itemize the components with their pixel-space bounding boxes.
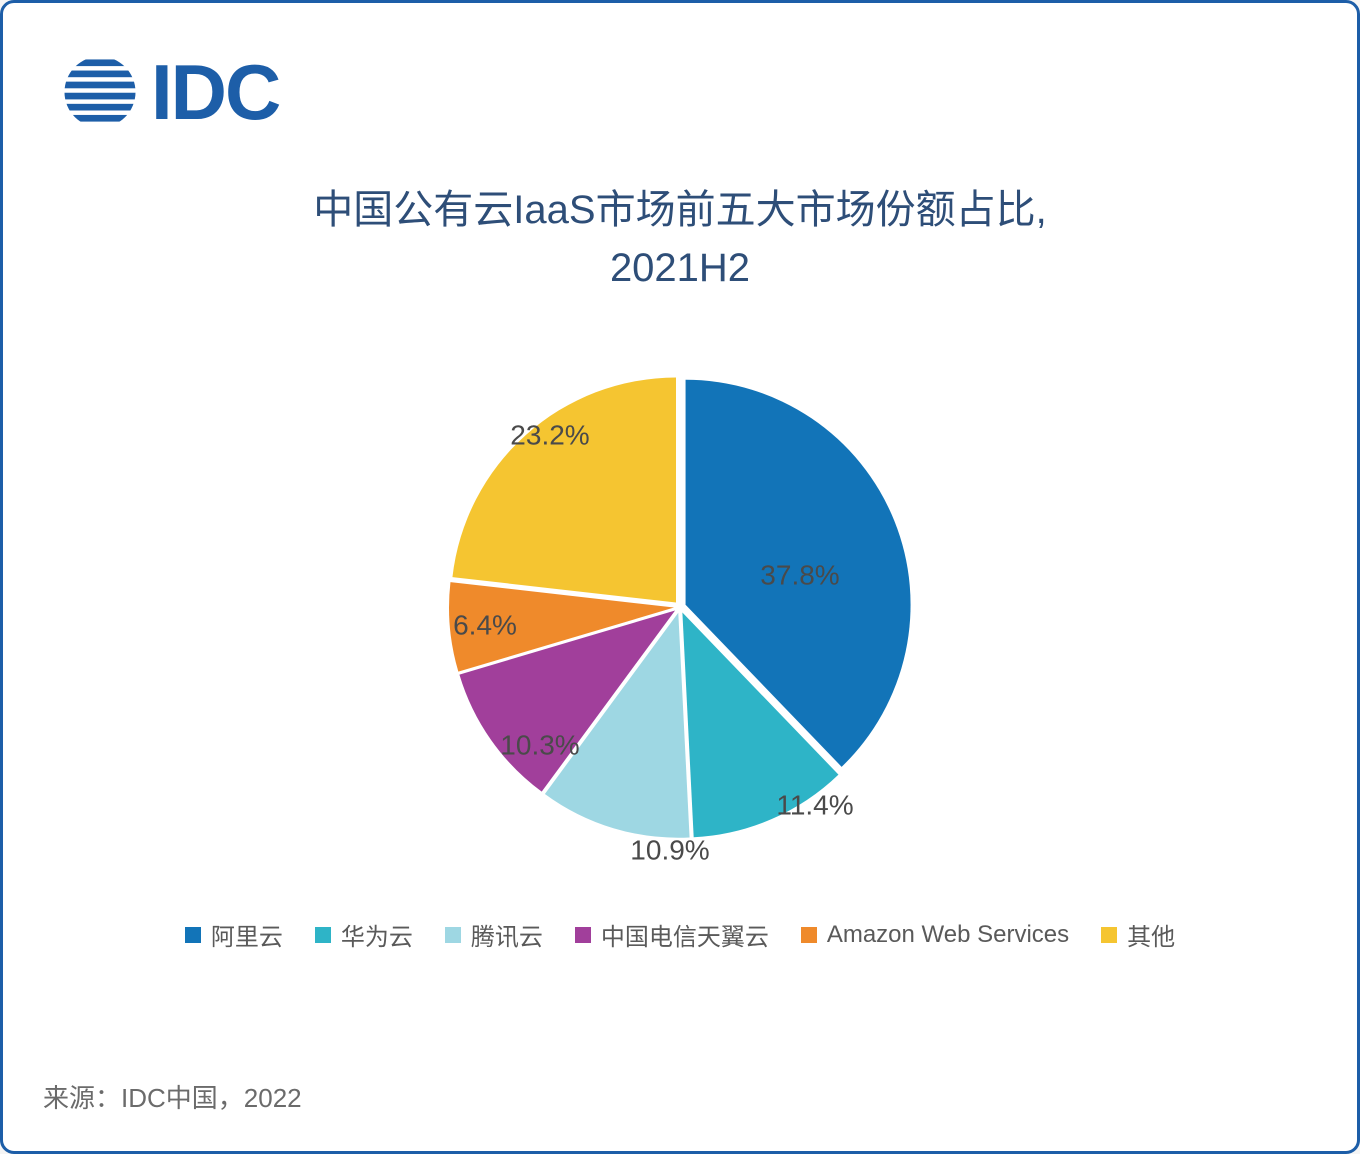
chart-title: 中国公有云IaaS市场前五大市场份额占比, 2021H2 [53, 181, 1307, 297]
legend-label: 中国电信天翼云 [601, 917, 769, 952]
pie-slice [452, 378, 676, 603]
legend-label: 华为云 [341, 917, 413, 952]
legend-label: 腾讯云 [471, 917, 543, 952]
legend-item: 中国电信天翼云 [575, 917, 769, 952]
pie-slice-label: 37.8% [760, 559, 839, 590]
legend-item: Amazon Web Services [801, 917, 1069, 952]
pie-slice-label: 10.3% [500, 729, 579, 760]
legend-item: 阿里云 [185, 917, 283, 952]
pie-slice-label: 10.9% [630, 834, 709, 865]
legend-label: Amazon Web Services [827, 921, 1069, 949]
chart-title-line1: 中国公有云IaaS市场前五大市场份额占比, [53, 181, 1307, 239]
legend-item: 华为云 [315, 917, 413, 952]
brand-text: IDC [151, 53, 279, 131]
legend-swatch [315, 927, 331, 943]
legend-label: 其他 [1127, 917, 1175, 952]
legend-label: 阿里云 [211, 917, 283, 952]
legend-item: 其他 [1101, 917, 1175, 952]
chart-title-line2: 2021H2 [53, 239, 1307, 297]
pie-slice-label: 23.2% [510, 419, 589, 450]
pie-slice-label: 11.4% [776, 789, 853, 820]
chart-card: IDC 中国公有云IaaS市场前五大市场份额占比, 2021H2 37.8% 11… [0, 0, 1360, 1154]
legend-item: 腾讯云 [445, 917, 543, 952]
legend-swatch [185, 927, 201, 943]
idc-icon [63, 55, 137, 129]
source-text: 来源：IDC中国，2022 [43, 1078, 302, 1115]
brand-logo: IDC [63, 53, 1307, 131]
legend-swatch [575, 927, 591, 943]
legend-swatch [1101, 927, 1117, 943]
legend-swatch [445, 927, 461, 943]
legend-swatch [801, 927, 817, 943]
pie-chart: 37.8% 11.4% 10.9% 10.3% 6.4% 23.2% [53, 327, 1307, 887]
chart-legend: 阿里云 华为云 腾讯云 中国电信天翼云 Amazon Web Services 其他 [53, 917, 1307, 952]
pie-slice-label: 6.4% [453, 609, 517, 640]
